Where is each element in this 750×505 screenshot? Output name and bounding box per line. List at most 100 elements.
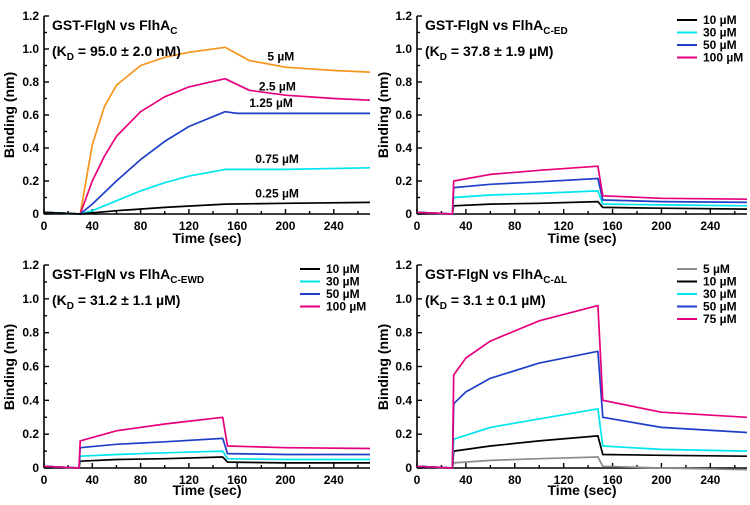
series-line	[44, 416, 370, 469]
legend-entry: 30 µM	[703, 26, 737, 40]
x-tick-label: 80	[508, 219, 522, 233]
y-tick-label: 0	[405, 207, 412, 221]
legend-entry: 30 µM	[326, 275, 360, 289]
x-tick-label: 0	[41, 219, 48, 233]
y-tick-label: 0.4	[22, 141, 39, 155]
x-tick-label: 120	[554, 473, 574, 487]
x-tick-label: 200	[275, 219, 295, 233]
y-tick-label: 0.4	[395, 141, 412, 155]
legend-entry: 10 µM	[326, 262, 360, 276]
chart-title: GST-FlgN vs FlhAC-EWD	[52, 266, 204, 286]
y-tick-label: 0.8	[395, 326, 412, 340]
y-tick-label: 0.6	[395, 360, 412, 374]
x-tick-label: 120	[554, 219, 574, 233]
curve-annotation: 2.5 µM	[259, 79, 296, 93]
x-axis-label: Time (sec)	[173, 230, 242, 246]
x-tick-label: 80	[508, 473, 522, 487]
x-tick-label: 40	[86, 219, 100, 233]
y-tick-label: 0.8	[395, 75, 412, 89]
x-tick-label: 0	[414, 473, 421, 487]
kd-label: (KD = 31.2 ± 1.1 µM)	[52, 292, 180, 312]
curve-annotation: 5 µM	[267, 50, 294, 64]
series-line	[417, 407, 747, 469]
legend-entry: 50 µM	[703, 38, 737, 52]
x-tick-label: 200	[651, 473, 671, 487]
y-tick-label: 0.8	[22, 326, 39, 340]
y-tick-label: 0	[32, 461, 39, 475]
series-line	[44, 77, 370, 215]
x-tick-label: 0	[414, 219, 421, 233]
y-tick-label: 1.0	[22, 42, 39, 56]
chart-panel-4: 0 0.2 0.4 0.6 0.8 1.0 1.2 0 40 80 120 160 200 240 Time…	[375, 258, 747, 498]
y-tick-label: 0	[32, 207, 39, 221]
chart-panel-3: 0 0.2 0.4 0.6 0.8 1.0 1.2 0 40 80 120 160 200 240 Time…	[1, 258, 370, 498]
y-tick-label: 0.8	[22, 75, 39, 89]
y-tick-label: 1.0	[395, 42, 412, 56]
y-tick-label: 0	[405, 461, 412, 475]
y-tick-label: 0.2	[395, 427, 412, 441]
y-tick-label: 0.2	[395, 174, 412, 188]
legend-entry: 75 µM	[703, 312, 737, 326]
y-axis-label: Binding (nm)	[1, 324, 17, 410]
legend-entry: 10 µM	[703, 13, 737, 27]
x-tick-label: 160	[603, 473, 623, 487]
legend-entry: 100 µM	[326, 300, 366, 314]
kd-label: (KD = 95.0 ± 2.0 nM)	[52, 43, 181, 63]
y-axis-label: Binding (nm)	[375, 324, 391, 410]
y-tick-label: 0.4	[395, 393, 412, 407]
y-axis-label: Binding (nm)	[1, 72, 17, 158]
series-line	[417, 165, 747, 215]
series-line	[44, 110, 370, 215]
legend-entry: 100 µM	[703, 51, 743, 65]
x-axis-label: Time (sec)	[173, 482, 242, 498]
x-axis-label: Time (sec)	[548, 230, 617, 246]
x-tick-label: 160	[227, 473, 247, 487]
y-tick-label: 1.2	[395, 258, 412, 272]
x-tick-label: 0	[41, 473, 48, 487]
legend-entry: 10 µM	[703, 275, 737, 289]
curve-annotation: 0.75 µM	[255, 152, 299, 166]
x-tick-label: 80	[134, 219, 148, 233]
x-tick-label: 200	[275, 473, 295, 487]
kd-label: (KD = 37.8 ± 1.9 µM)	[425, 43, 553, 63]
y-tick-label: 0.6	[395, 108, 412, 122]
curve-annotation: 0.25 µM	[255, 187, 299, 201]
y-tick-label: 0.2	[22, 174, 39, 188]
y-tick-label: 1.2	[22, 258, 39, 272]
series-line	[44, 166, 370, 215]
chart-title: GST-FlgN vs FlhAC-ED	[425, 17, 568, 37]
y-tick-label: 1.2	[22, 9, 39, 23]
x-tick-label: 120	[179, 219, 199, 233]
x-tick-label: 160	[603, 219, 623, 233]
x-tick-label: 40	[459, 219, 473, 233]
curves	[417, 165, 747, 215]
x-tick-label: 40	[459, 473, 473, 487]
y-tick-label: 1.2	[395, 9, 412, 23]
x-tick-label: 40	[86, 473, 100, 487]
curves	[44, 46, 370, 215]
legend-entry: 30 µM	[703, 287, 737, 301]
series-line	[44, 201, 370, 215]
series-line	[417, 304, 747, 469]
chart-title: GST-FlgN vs FlhAC-ΔL	[425, 266, 567, 286]
x-tick-label: 240	[700, 219, 720, 233]
y-tick-label: 0.2	[22, 427, 39, 441]
y-tick-label: 1.0	[22, 292, 39, 306]
x-tick-label: 200	[651, 219, 671, 233]
x-tick-label: 80	[134, 473, 148, 487]
y-tick-label: 0.6	[22, 360, 39, 374]
legend-entry: 50 µM	[703, 300, 737, 314]
x-tick-label: 240	[324, 219, 344, 233]
chart-title: GST-FlgN vs FlhAC	[52, 17, 177, 37]
curves	[417, 304, 747, 471]
x-axis-label: Time (sec)	[548, 482, 617, 498]
chart-panel-2: 0 0.2 0.4 0.6 0.8 1.0 1.2 0 40 80 120 160 200 240 Time…	[375, 9, 747, 246]
x-tick-label: 240	[700, 473, 720, 487]
y-tick-label: 1.0	[395, 292, 412, 306]
kd-label: (KD = 3.1 ± 0.1 µM)	[425, 292, 546, 312]
y-tick-label: 0.4	[22, 393, 39, 407]
legend-entry: 5 µM	[703, 262, 730, 276]
legend-entry: 50 µM	[326, 287, 360, 301]
